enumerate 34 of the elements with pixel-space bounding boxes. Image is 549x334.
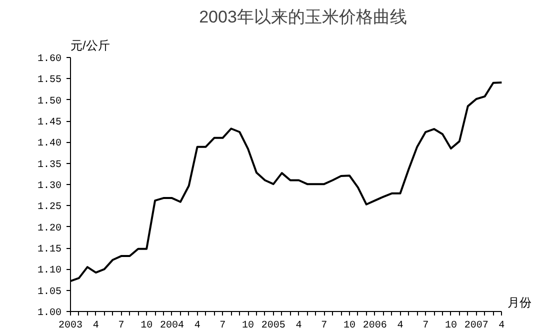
x-tick-label: 2004 bbox=[160, 320, 184, 332]
x-tick-label: 10 bbox=[242, 320, 254, 332]
y-tick-label: 1.20 bbox=[37, 223, 62, 234]
chart-title: 2003年以来的玉米价格曲线 bbox=[199, 8, 407, 26]
y-tick-label: 1.05 bbox=[37, 286, 62, 298]
y-tick-label: 1.15 bbox=[37, 244, 62, 256]
y-axis-title: 元/公斤 bbox=[70, 38, 110, 52]
y-tick-label: 1.35 bbox=[37, 160, 62, 171]
x-tick-label: 2003 bbox=[58, 320, 83, 332]
x-tick-label: 4 bbox=[498, 320, 505, 332]
y-tick-label: 1.30 bbox=[37, 181, 62, 192]
y-tick-label: 1.45 bbox=[37, 118, 62, 128]
x-tick-label: 4 bbox=[397, 320, 404, 332]
y-tick-label: 1.55 bbox=[37, 75, 62, 86]
x-tick-label: 10 bbox=[140, 320, 153, 332]
x-tick-label: 2005 bbox=[261, 320, 286, 332]
x-tick-label: 4 bbox=[296, 320, 302, 332]
x-tick-label: 10 bbox=[444, 320, 457, 332]
y-tick-label: 1.10 bbox=[37, 266, 62, 277]
y-tick-label: 1.60 bbox=[37, 54, 62, 65]
y-tick-label: 1.50 bbox=[37, 96, 62, 108]
x-tick-label: 2006 bbox=[362, 320, 387, 332]
x-tick-label: 2007 bbox=[464, 320, 488, 332]
y-tick-label: 1.00 bbox=[37, 308, 62, 319]
y-tick-label: 1.40 bbox=[37, 138, 62, 150]
x-tick-label: 10 bbox=[344, 320, 356, 332]
x-axis-title: 月份 bbox=[508, 296, 532, 310]
x-tick-label: 7 bbox=[422, 320, 429, 332]
x-tick-label: 7 bbox=[220, 320, 226, 332]
x-tick-label: 4 bbox=[194, 320, 200, 332]
x-tick-label: 7 bbox=[118, 320, 124, 332]
y-tick-label: 1.25 bbox=[37, 202, 62, 214]
x-tick-label: 7 bbox=[321, 320, 328, 332]
x-tick-label: 4 bbox=[92, 320, 99, 332]
